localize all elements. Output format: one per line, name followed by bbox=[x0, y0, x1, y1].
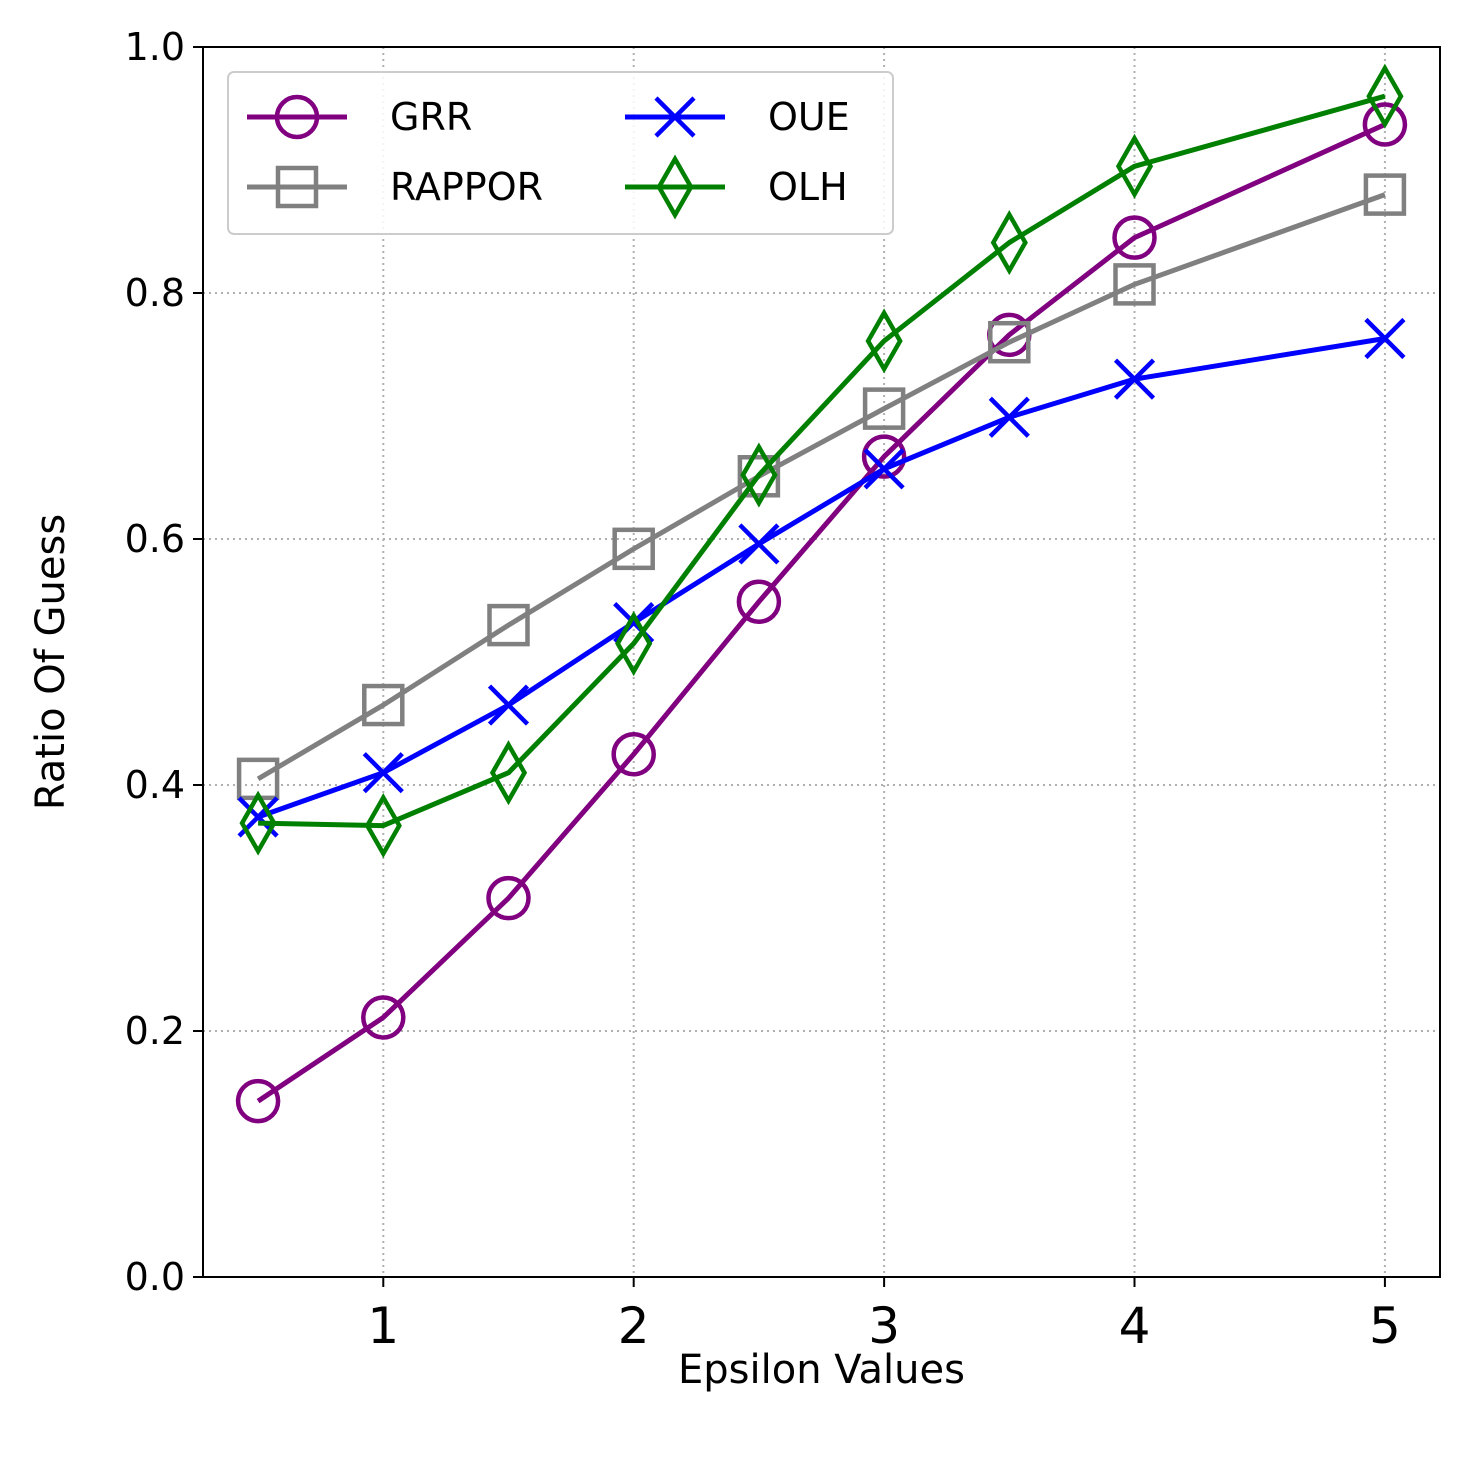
legend-marker-oue bbox=[654, 96, 696, 138]
data-point-olh bbox=[990, 210, 1028, 276]
data-point-oue bbox=[738, 523, 780, 565]
x-tick-label: 4 bbox=[1119, 1297, 1151, 1355]
y-tick-label: 0.2 bbox=[125, 1009, 185, 1053]
data-point-olh bbox=[1115, 133, 1154, 199]
x-tick-label: 1 bbox=[367, 1297, 399, 1355]
legend-item-oue: OUE bbox=[625, 95, 850, 139]
data-point-grr bbox=[361, 995, 406, 1040]
legend-marker-olh bbox=[656, 154, 694, 220]
legend-item-grr: GRR bbox=[247, 94, 472, 140]
x-tick-label: 3 bbox=[868, 1297, 900, 1355]
legend-label-rappor: RAPPOR bbox=[390, 165, 543, 209]
series-line-grr bbox=[256, 122, 1386, 1104]
data-point-oue bbox=[1113, 358, 1156, 400]
x-axis-title: Epsilon Values bbox=[678, 1347, 965, 1393]
axis-ticks: 1 2 3 4 5 0.0 0.2 0.4 0.6 0.8 1.0 bbox=[125, 25, 1401, 1355]
data-point-olh bbox=[865, 308, 903, 374]
series-rappor bbox=[236, 173, 1407, 801]
data-point-rappor bbox=[862, 387, 906, 430]
series-olh bbox=[239, 63, 1404, 859]
data-point-rappor bbox=[988, 320, 1031, 364]
legend-marker-grr bbox=[274, 94, 320, 140]
x-tick-label: 5 bbox=[1369, 1297, 1401, 1355]
plot-frame bbox=[202, 46, 1441, 1278]
series-oue bbox=[237, 317, 1406, 838]
data-point-rappor bbox=[362, 683, 405, 727]
data-point-rappor bbox=[737, 455, 781, 498]
data-point-grr bbox=[611, 732, 656, 777]
data-point-olh bbox=[1366, 63, 1404, 129]
data-point-olh bbox=[489, 740, 528, 806]
data-point-rappor bbox=[612, 527, 655, 571]
y-tick-label: 0.4 bbox=[125, 763, 185, 807]
data-point-olh bbox=[740, 442, 778, 508]
x-tick-label: 2 bbox=[618, 1297, 650, 1355]
data-point-oue bbox=[487, 684, 530, 726]
legend-item-rappor: RAPPOR bbox=[247, 165, 543, 209]
data-point-grr bbox=[1362, 102, 1408, 147]
data-point-olh bbox=[615, 611, 653, 677]
data-point-grr bbox=[736, 579, 782, 624]
legend-label-oue: OUE bbox=[768, 95, 850, 139]
data-point-oue bbox=[863, 448, 905, 490]
legend: GRR RAPPOR OUE OLH bbox=[227, 71, 894, 235]
y-tick-label: 1.0 bbox=[125, 25, 185, 69]
data-point-grr bbox=[1112, 215, 1157, 260]
data-point-oue bbox=[988, 396, 1030, 438]
series-grr bbox=[235, 102, 1408, 1124]
data-point-oue bbox=[1364, 317, 1406, 360]
data-point-grr bbox=[235, 1078, 281, 1124]
legend-box bbox=[227, 71, 894, 235]
data-point-grr bbox=[861, 434, 907, 479]
data-point-rappor bbox=[487, 603, 530, 647]
legend-label-olh: OLH bbox=[768, 165, 848, 209]
y-tick-label: 0.0 bbox=[125, 1255, 185, 1299]
data-point-rappor bbox=[1113, 263, 1156, 306]
data-point-olh bbox=[239, 790, 277, 856]
y-tick-label: 0.6 bbox=[125, 517, 185, 561]
data-point-oue bbox=[362, 752, 404, 794]
series-layer bbox=[235, 63, 1408, 1124]
series-line-olh bbox=[258, 93, 1386, 829]
data-point-grr bbox=[486, 875, 531, 921]
y-axis-title: Ratio Of Guess bbox=[28, 514, 74, 810]
data-point-olh bbox=[364, 793, 402, 859]
series-line-rappor bbox=[256, 192, 1386, 782]
legend-item-olh: OLH bbox=[625, 154, 848, 220]
legend-marker-rappor bbox=[275, 165, 319, 209]
legend-label-grr: GRR bbox=[390, 95, 472, 139]
y-tick-label: 0.8 bbox=[125, 271, 185, 315]
data-point-rappor bbox=[1363, 173, 1407, 216]
